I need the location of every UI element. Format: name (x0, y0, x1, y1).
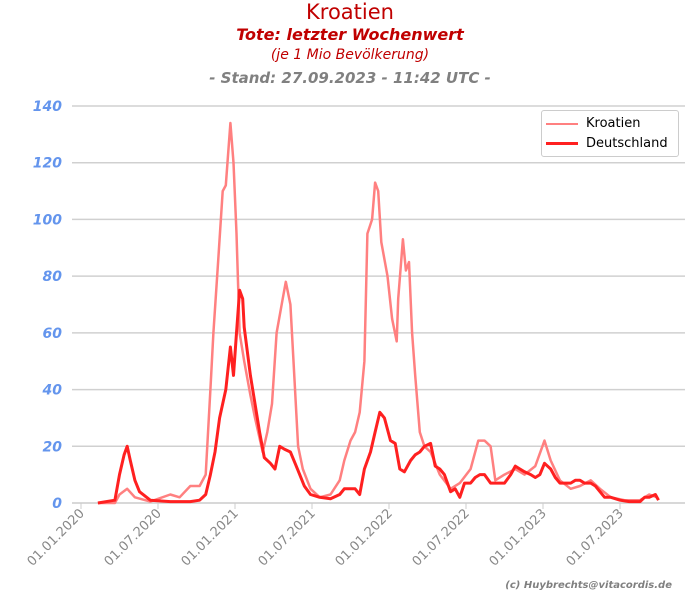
x-tick-label: 01.07.2023 (564, 506, 627, 569)
legend-item-deutschland: Deutschland (546, 136, 668, 151)
x-tick-label: 01.07.2022 (410, 506, 473, 569)
x-tick-label: 01.01.2022 (333, 506, 396, 569)
y-tick-label: 60 (43, 326, 63, 342)
y-tick-label: 100 (33, 212, 62, 228)
chart-title: Kroatien (306, 0, 394, 24)
y-tick-label: 120 (33, 156, 62, 172)
y-tick-label: 40 (42, 383, 63, 399)
x-tick-label: 01.07.2021 (256, 506, 319, 569)
chart-timestamp: - Stand: 27.09.2023 - 11:42 UTC - (209, 69, 491, 87)
y-tick-label: 0 (52, 496, 62, 512)
legend: Kroatien Deutschland (541, 110, 679, 157)
x-tick-label: 01.01.2020 (25, 506, 88, 569)
x-tick-label: 01.07.2020 (102, 506, 165, 569)
chart-subtitle: Tote: letzter Wochenwert (236, 25, 464, 44)
series-line-deutschland (97, 288, 660, 505)
legend-label: Deutschland (586, 136, 668, 151)
y-tick-label: 80 (43, 269, 63, 285)
y-tick-label: 20 (43, 439, 63, 455)
x-tick-label: 01.01.2021 (179, 506, 242, 569)
credit-text: (c) Huybrechts@vitacordis.de (505, 580, 672, 591)
y-tick-label: 140 (33, 99, 62, 115)
legend-item-kroatien: Kroatien (546, 116, 640, 131)
chart-subtitle-unit: (je 1 Mio Bevölkerung) (270, 47, 430, 63)
legend-swatch (546, 122, 578, 125)
legend-swatch (546, 142, 578, 145)
legend-label: Kroatien (586, 116, 641, 131)
series-line-kroatien (97, 121, 658, 505)
x-tick-label: 01.01.2023 (487, 506, 550, 569)
